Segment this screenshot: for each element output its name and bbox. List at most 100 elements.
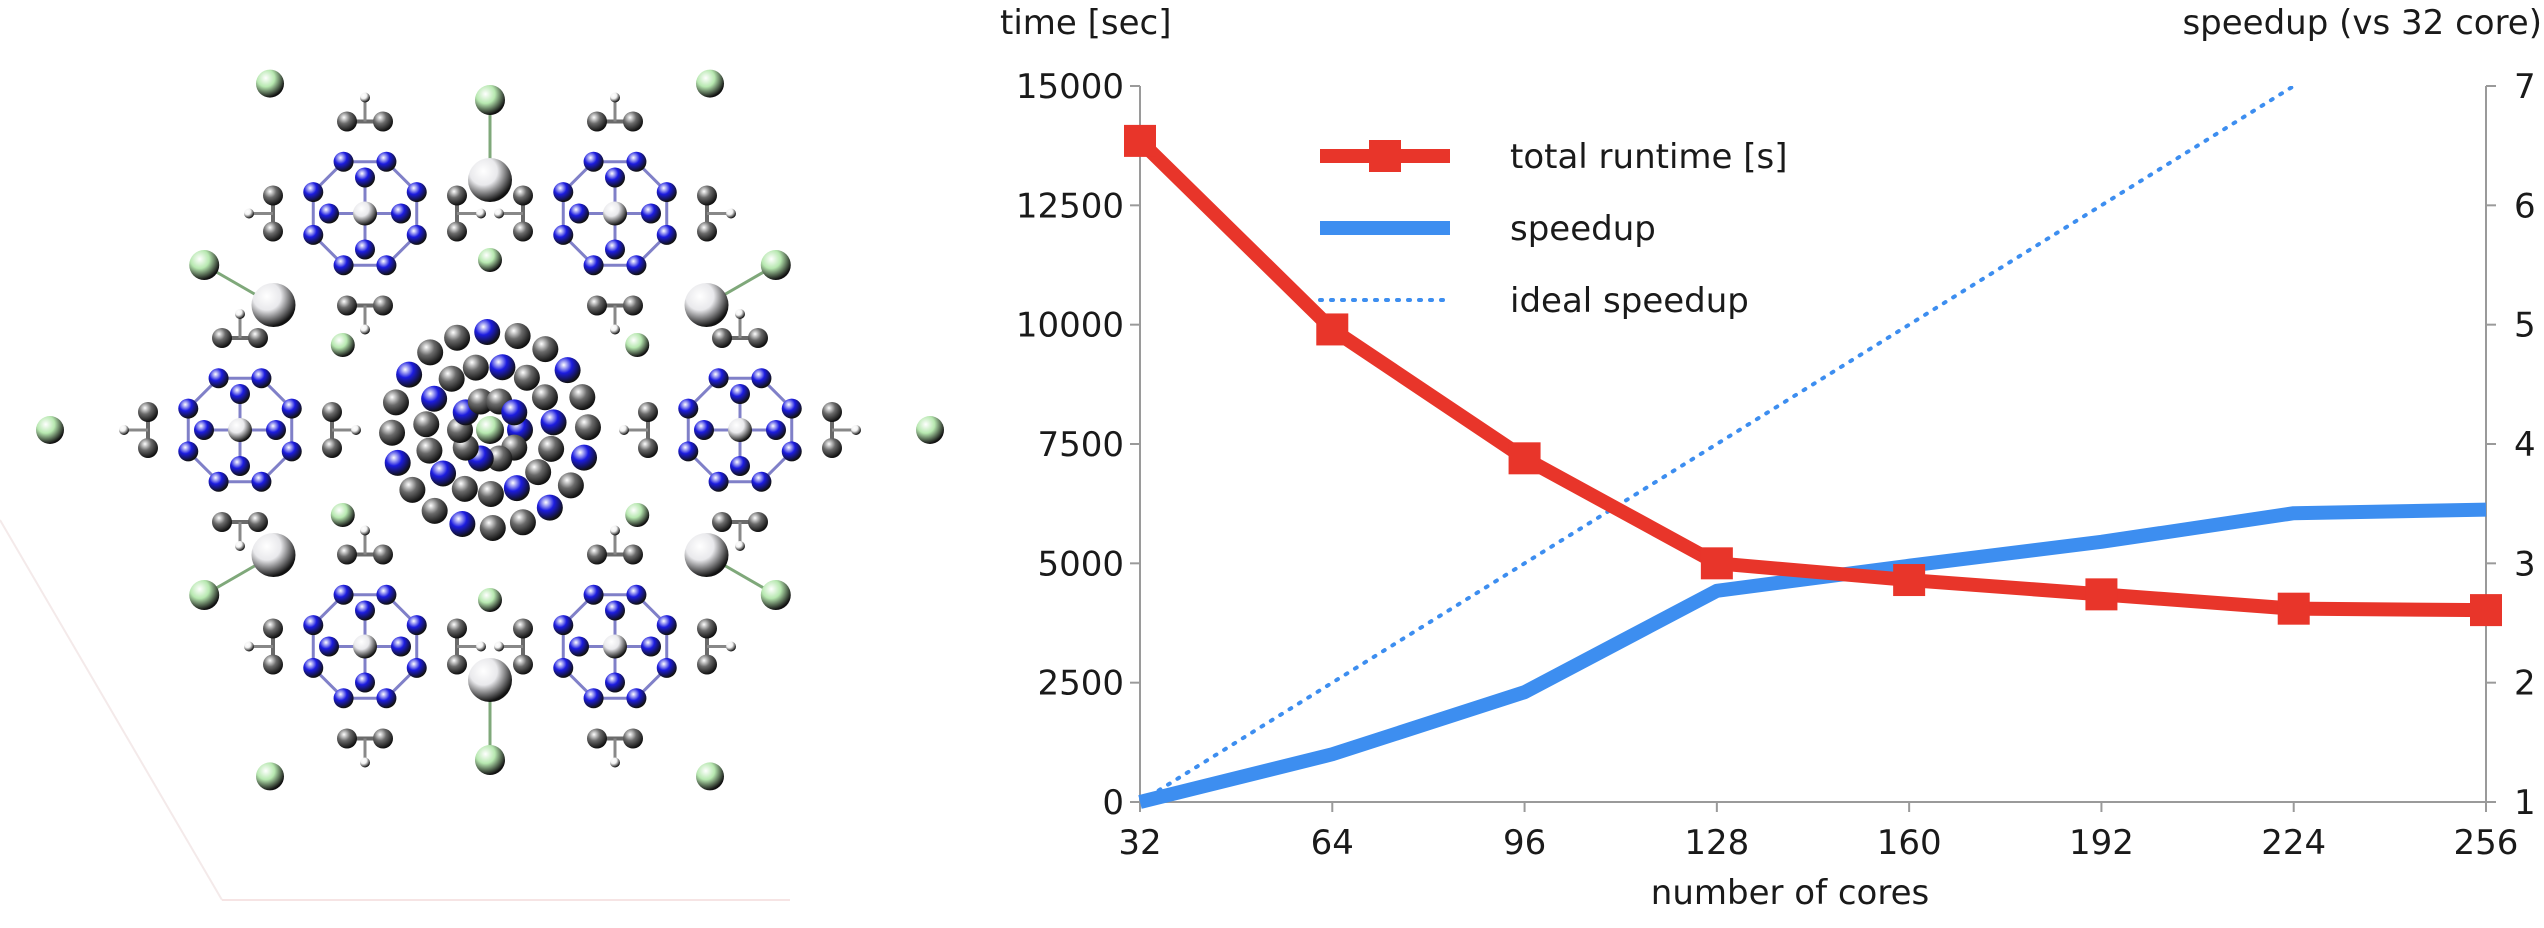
- core-atom: [417, 339, 444, 366]
- halogen-atom: [189, 580, 220, 610]
- x-tick-label: 128: [1684, 823, 1749, 863]
- atom-layer: [36, 69, 944, 791]
- nitrogen-atom: [355, 600, 375, 621]
- core-atom: [467, 388, 494, 415]
- nitrogen-atom: [266, 420, 286, 440]
- nitrogen-atom: [391, 203, 411, 224]
- carbon-atom: [138, 402, 158, 422]
- core-atom: [438, 365, 465, 392]
- carbon-atom: [822, 402, 842, 422]
- core-atom: [477, 480, 504, 507]
- linker-metal-atom: [251, 283, 296, 327]
- series-line-speedup: [1138, 502, 2487, 809]
- core-atom: [384, 449, 411, 476]
- carbon-atom: [212, 328, 232, 348]
- nitrogen-atom: [208, 368, 229, 389]
- core-atom: [430, 460, 457, 487]
- linker-metal-atom: [251, 533, 296, 577]
- carbon-atom: [263, 618, 283, 639]
- halogen-atom: [478, 588, 502, 612]
- nitrogen-atom: [766, 420, 786, 440]
- nitrogen-atom: [626, 151, 647, 172]
- nitrogen-atom: [605, 600, 625, 621]
- core-atom: [525, 459, 552, 486]
- hydrogen-atom: [735, 541, 745, 551]
- nitrogen-atom: [605, 167, 625, 188]
- core-atom: [557, 472, 584, 499]
- nitrogen-atom: [333, 151, 354, 172]
- nitrogen-atom: [553, 182, 574, 203]
- hydrogen-atom: [619, 425, 629, 435]
- nitrogen-atom: [708, 368, 729, 389]
- metal-atom: [603, 201, 627, 226]
- carbon-atom: [263, 185, 283, 206]
- core-atom: [416, 437, 443, 464]
- nitrogen-atom: [230, 456, 250, 476]
- core-atom: [379, 419, 406, 446]
- carbon-atom: [447, 185, 467, 206]
- performance-chart: time [sec] speedup (vs 32 core) number o…: [980, 0, 2544, 924]
- core-atom: [554, 357, 581, 384]
- carbon-atom: [322, 402, 342, 422]
- hydrogen-atom: [851, 425, 861, 435]
- carbon-atom: [748, 512, 768, 532]
- carbon-atom: [513, 185, 533, 206]
- core-atom: [399, 476, 426, 503]
- carbon-atom: [587, 544, 607, 565]
- runtime-data-point: [1508, 442, 1541, 475]
- halogen-atom: [475, 85, 505, 115]
- carbon-atom: [212, 512, 232, 532]
- carbon-atom: [587, 295, 607, 316]
- nitrogen-atom: [751, 368, 772, 389]
- hydrogen-atom: [351, 425, 361, 435]
- hydrogen-atom: [610, 525, 620, 536]
- carbon-atom: [373, 544, 393, 565]
- y-left-tick-label: 2500: [1037, 664, 1124, 704]
- nitrogen-atom: [694, 420, 714, 440]
- nitrogen-atom: [678, 441, 699, 462]
- halogen-atom: [760, 580, 791, 610]
- nitrogen-atom: [303, 615, 324, 636]
- runtime-data-point: [1700, 547, 1733, 580]
- carbon-atom: [822, 438, 842, 458]
- hydrogen-atom: [235, 309, 245, 319]
- hydrogen-atom: [494, 208, 504, 219]
- x-tick-label: 32: [1118, 823, 1161, 863]
- carbon-atom: [697, 185, 717, 206]
- core-atom: [421, 385, 448, 412]
- carbon-atom: [447, 654, 467, 675]
- carbon-atom: [623, 295, 643, 316]
- carbon-atom: [373, 295, 393, 316]
- nitrogen-atom: [319, 636, 339, 657]
- x-tick-label: 224: [2261, 823, 2326, 863]
- carbon-atom: [337, 544, 357, 565]
- halogen-atom: [625, 333, 650, 357]
- nitrogen-atom: [281, 398, 302, 419]
- series-line-ideal-speedup: [1140, 86, 2298, 802]
- x-tick-label: 256: [2454, 823, 2519, 863]
- nitrogen-atom: [605, 672, 625, 693]
- runtime-data-point: [2277, 592, 2310, 625]
- core-atom: [504, 322, 531, 349]
- y-left-tick-label: 15000: [1016, 67, 1124, 107]
- carbon-atom: [587, 111, 607, 132]
- nitrogen-atom: [583, 688, 604, 709]
- y-left-tick-label: 7500: [1037, 425, 1124, 465]
- halogen-atom: [625, 503, 650, 527]
- runtime-data-point: [2470, 594, 2502, 627]
- chart-canvas: time [sec] speedup (vs 32 core) number o…: [1000, 3, 2542, 913]
- y-right-tick-label: 5: [2514, 306, 2536, 346]
- core-atom: [513, 364, 540, 391]
- carbon-atom: [697, 654, 717, 675]
- nitrogen-atom: [376, 688, 397, 709]
- hydrogen-atom: [360, 92, 370, 103]
- core-halogen-atom: [476, 416, 504, 444]
- nitrogen-atom: [656, 615, 677, 636]
- nitrogen-atom: [583, 255, 604, 276]
- carbon-atom: [513, 654, 533, 675]
- nitrogen-atom: [781, 441, 802, 462]
- core-atom: [540, 409, 567, 436]
- nitrogen-atom: [376, 151, 397, 172]
- nitrogen-atom: [319, 203, 339, 224]
- nitrogen-atom: [656, 657, 677, 678]
